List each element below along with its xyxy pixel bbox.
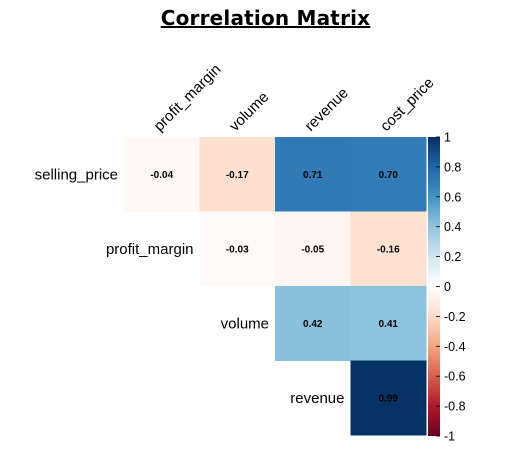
cell-value-selling_price-cost_price: 0.70 xyxy=(379,170,399,181)
cell-value-volume-cost_price: 0.41 xyxy=(379,319,399,330)
cell-value-profit_margin-revenue: -0.05 xyxy=(301,244,324,255)
colorbar-tick-label: 0.8 xyxy=(444,160,461,174)
row-label-revenue: revenue xyxy=(290,390,344,407)
heatmap-cell-volume-cost_price xyxy=(350,286,427,361)
colorbar-tick-label: -1 xyxy=(444,430,455,444)
heatmap-cell-profit_margin-cost_price xyxy=(350,211,427,287)
heatmap-cell-selling_price-revenue xyxy=(275,137,351,212)
cell-value-selling_price-volume: -0.17 xyxy=(226,170,249,181)
cell-value-profit_margin-cost_price: -0.16 xyxy=(377,244,400,255)
heatmap-cell-selling_price-cost_price xyxy=(350,137,427,212)
colorbar-tick-label: 0.4 xyxy=(444,220,461,234)
chart-title: Correlation Matrix xyxy=(160,6,371,30)
heatmap-cell-selling_price-profit_margin xyxy=(124,137,200,212)
cell-value-selling_price-revenue: 0.71 xyxy=(303,170,323,181)
row-label-profit_margin: profit_margin xyxy=(106,241,194,258)
cell-value-volume-revenue: 0.42 xyxy=(303,319,323,330)
column-label-volume: volume xyxy=(226,89,272,135)
column-label-cost_price: cost_price xyxy=(377,74,437,134)
column-label-revenue: revenue xyxy=(302,84,352,134)
heatmap-cell-revenue-cost_price xyxy=(350,360,427,436)
row-label-volume: volume xyxy=(221,315,269,332)
heatmap-cell-selling_price-volume xyxy=(199,137,276,212)
column-label-profit_margin: profit_margin xyxy=(151,61,225,135)
colorbar xyxy=(428,137,440,436)
heatmap-cell-profit_margin-revenue xyxy=(275,211,351,287)
heatmap-cell-volume-revenue xyxy=(275,286,351,361)
colorbar-tick-label: -0.6 xyxy=(444,370,466,384)
colorbar-tick-label: 0 xyxy=(444,280,451,294)
colorbar-tick-label: -0.2 xyxy=(444,310,466,324)
heatmap-cell-profit_margin-volume xyxy=(199,211,276,287)
colorbar-tick-label: 1 xyxy=(444,131,451,145)
colorbar-tick-label: -0.8 xyxy=(444,400,466,414)
colorbar-tick-label: 0.2 xyxy=(444,250,461,264)
cell-value-selling_price-profit_margin: -0.04 xyxy=(150,170,173,181)
cell-value-profit_margin-volume: -0.03 xyxy=(226,244,249,255)
colorbar-tick-label: -0.4 xyxy=(444,340,466,354)
colorbar-tick-label: 0.6 xyxy=(444,190,461,204)
row-label-selling_price: selling_price xyxy=(35,166,118,183)
cell-value-revenue-cost_price: 0.99 xyxy=(379,393,399,404)
